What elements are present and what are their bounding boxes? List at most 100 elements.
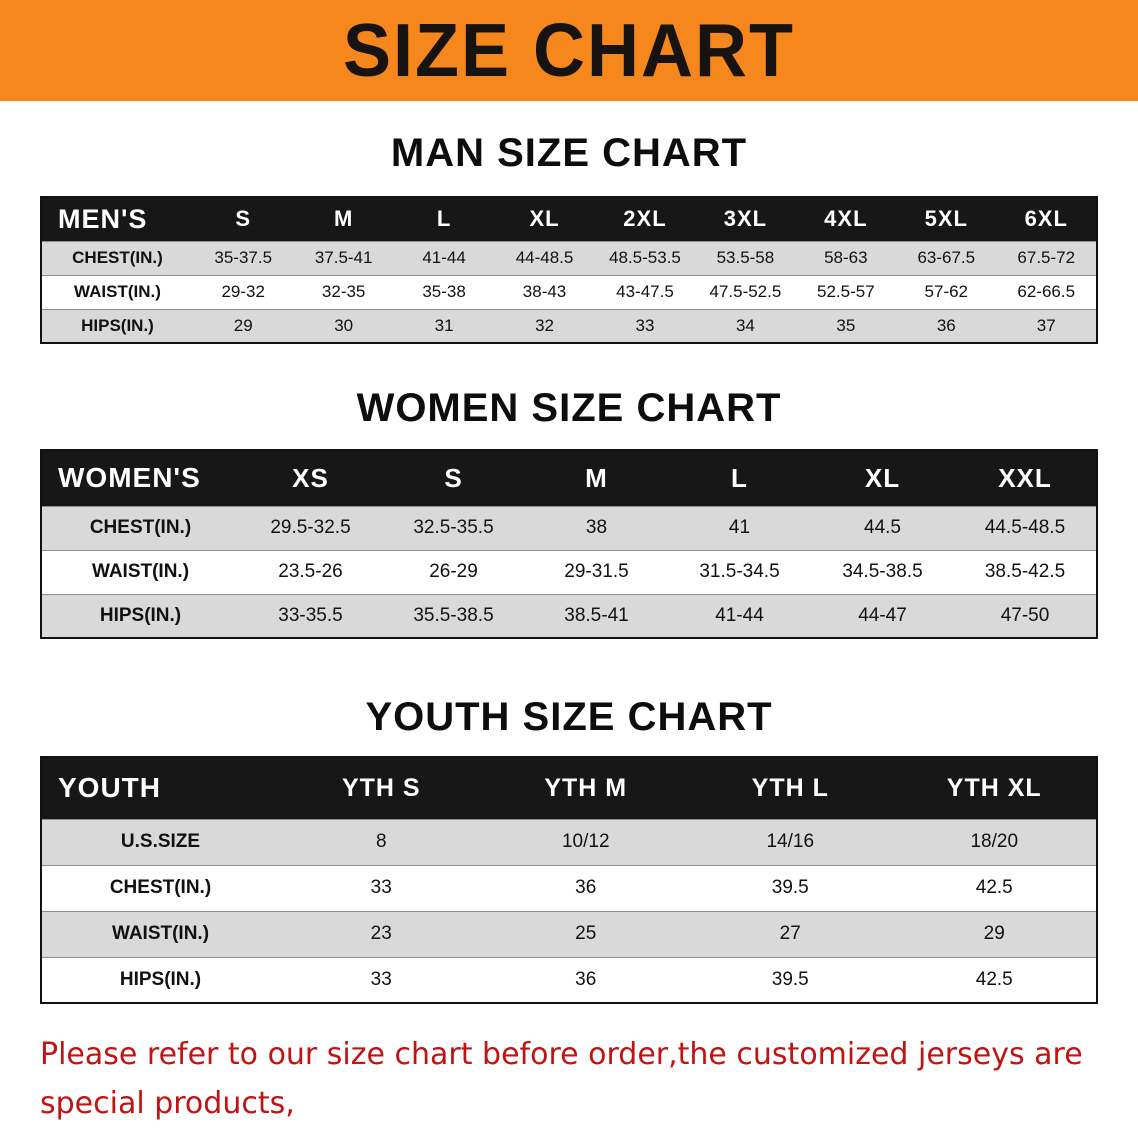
youth-size-cell: 25 (575, 923, 597, 944)
page-title: SIZE CHART (343, 8, 795, 93)
women-size-cell: 38.5-41 (564, 604, 629, 626)
men-column-header: 3XL (695, 197, 796, 241)
youth-row-label: U.S.SIZE (120, 831, 201, 852)
men-table-row: WAIST(IN.) 29-32 32-35 35-38 38-43 43-47.5 47.… (41, 275, 1097, 309)
men-size-cell: 30 (334, 315, 354, 335)
youth-size-cell: 36 (575, 877, 597, 898)
women-size-cell: 26-29 (429, 561, 478, 582)
women-table-row: CHEST(IN.) 29.5-32.5 32.5-35.5 38 41 44.5 44.5… (41, 506, 1097, 550)
banner: SIZE CHART (0, 0, 1138, 101)
youth-size-cell: 39.5 (771, 968, 809, 990)
men-column-header: 2XL (594, 197, 696, 241)
women-size-cell: 47-50 (1000, 604, 1050, 626)
women-size-cell: 44.5 (864, 517, 901, 538)
men-size-cell: 35 (836, 315, 856, 335)
women-table-row: WAIST(IN.) 23.5-26 26-29 29-31.5 31.5-34.5 34… (41, 550, 1097, 594)
women-size-cell: 23.5-26 (278, 561, 343, 582)
men-size-cell: 52.5-57 (817, 282, 875, 301)
youth-column-header: YTH M (483, 757, 688, 819)
women-column-header: XL (811, 450, 954, 506)
disclaimer-line-2: we don't accept cancel, change, teturn o… (40, 1128, 1098, 1132)
men-size-cell: 48.5-53.5 (609, 248, 681, 267)
men-column-header: 5XL (896, 197, 997, 241)
youth-row-label: WAIST(IN.) (111, 923, 210, 944)
men-size-cell: 32-35 (321, 282, 366, 301)
men-size-cell: 29-32 (221, 282, 265, 301)
youth-column-header: YTH XL (892, 757, 1097, 819)
men-size-cell: 38-43 (522, 282, 567, 301)
women-table-label: WOMEN'S (41, 450, 239, 506)
youth-size-cell: 36 (575, 968, 597, 990)
men-size-cell: 53.5-58 (716, 248, 775, 267)
men-size-cell: 33 (635, 315, 655, 335)
men-row-label: WAIST(IN.) (74, 282, 161, 301)
youth-size-cell: 14/16 (766, 831, 815, 852)
men-column-header: M (293, 197, 394, 241)
women-table-row: HIPS(IN.) 33-35.5 35.5-38.5 38.5-41 41-44 44-… (41, 594, 1097, 638)
men-column-header: L (393, 197, 495, 241)
youth-section: YOUTH SIZE CHART YOUTH YTH S YTH M YTH L YTH… (0, 639, 1138, 1004)
women-row-label: CHEST(IN.) (89, 517, 192, 538)
women-column-header: XS (239, 450, 382, 506)
youth-header-row: YOUTH YTH S YTH M YTH L YTH XL (41, 757, 1097, 819)
youth-section-heading: YOUTH SIZE CHART (365, 695, 773, 739)
women-header-row: WOMEN'S XS S M L XL XXL (41, 450, 1097, 506)
men-size-cell: 34 (735, 315, 755, 335)
women-size-cell: 41-44 (715, 604, 764, 626)
women-size-cell: 44.5-48.5 (984, 517, 1066, 538)
men-size-cell: 36 (936, 315, 956, 335)
men-header-row: MEN'S S M L XL 2XL 3XL 4XL 5XL 6XL (41, 197, 1097, 241)
youth-size-cell: 42.5 (975, 968, 1013, 990)
women-size-cell: 31.5-34.5 (699, 561, 780, 582)
women-size-cell: 41 (728, 517, 751, 538)
women-size-cell: 38 (585, 517, 608, 538)
disclaimer: Please refer to our size chart before or… (40, 1030, 1098, 1132)
youth-size-cell: 8 (375, 831, 387, 852)
youth-column-header: YTH S (279, 757, 484, 819)
men-size-cell: 35-38 (422, 282, 466, 301)
men-size-cell: 47.5-52.5 (709, 282, 782, 301)
women-column-header: M (525, 450, 668, 506)
men-column-header: S (193, 197, 294, 241)
youth-table-label: YOUTH (41, 757, 279, 819)
men-size-cell: 35-37.5 (214, 248, 273, 267)
men-column-header: 6XL (996, 197, 1097, 241)
youth-size-cell: 23 (370, 923, 392, 944)
women-size-cell: 32.5-35.5 (413, 517, 494, 538)
youth-size-cell: 10/12 (561, 831, 610, 852)
men-size-cell: 29 (233, 315, 253, 335)
men-size-cell: 57-62 (924, 282, 969, 301)
youth-row-label: HIPS(IN.) (119, 968, 202, 990)
youth-size-cell: 33 (370, 968, 392, 990)
men-table-row: HIPS(IN.) 29 30 31 32 33 34 35 36 37 (41, 309, 1097, 343)
youth-table-row: WAIST(IN.) 23 25 27 29 (41, 911, 1097, 957)
men-column-header: 4XL (795, 197, 897, 241)
men-size-cell: 37 (1036, 315, 1056, 335)
men-size-cell: 32 (535, 315, 554, 335)
disclaimer-line-1: Please refer to our size chart before or… (40, 1037, 1083, 1121)
men-size-cell: 31 (434, 315, 454, 335)
youth-table-row: CHEST(IN.) 33 36 39.5 42.5 (41, 865, 1097, 911)
women-size-cell: 38.5-42.5 (984, 561, 1066, 582)
women-column-header: XXL (954, 450, 1097, 506)
women-size-cell: 44-47 (858, 604, 907, 626)
men-size-cell: 44-48.5 (515, 248, 574, 267)
women-row-label: WAIST(IN.) (91, 561, 190, 582)
youth-size-cell: 33 (370, 877, 392, 898)
youth-table-row: U.S.SIZE 8 10/12 14/16 18/20 (41, 819, 1097, 865)
youth-table-row: HIPS(IN.) 33 36 39.5 42.5 (41, 957, 1097, 1003)
women-column-header: L (668, 450, 811, 506)
women-size-table: WOMEN'S XS S M L XL XXL CHEST(IN.) 29.5-32.5 32.5… (40, 449, 1098, 639)
women-size-cell: 33-35.5 (278, 604, 343, 626)
women-size-cell: 35.5-38.5 (413, 604, 494, 626)
men-table-label: MEN'S (41, 197, 193, 241)
men-size-cell: 58-63 (824, 248, 868, 267)
women-section: WOMEN SIZE CHART WOMEN'S XS S M L XL XXL CHEST(… (0, 344, 1138, 639)
men-size-cell: 37.5-41 (314, 248, 373, 267)
women-row-label: HIPS(IN.) (99, 604, 182, 626)
men-size-cell: 43-47.5 (616, 282, 674, 301)
men-column-header: XL (494, 197, 595, 241)
men-table-row: CHEST(IN.) 35-37.5 37.5-41 41-44 44-48.5 48.5… (41, 241, 1097, 275)
men-section-heading: MAN SIZE CHART (390, 131, 748, 175)
